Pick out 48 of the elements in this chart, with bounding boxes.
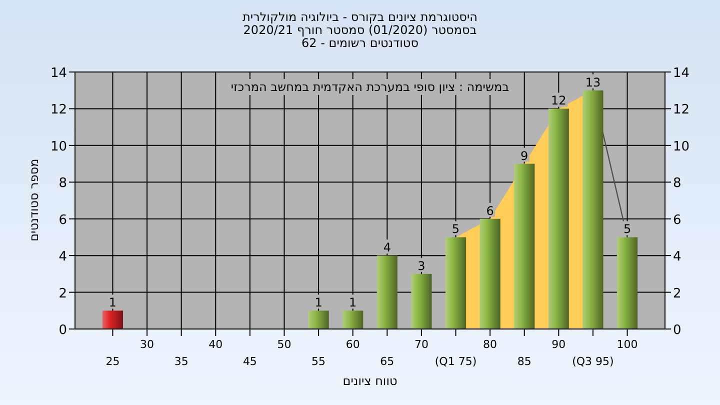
y2-tick-label: 12 — [673, 102, 690, 118]
x-axis-title: טווח ציונים — [342, 374, 398, 388]
data-label: 12 — [551, 94, 566, 108]
data-label: 13 — [585, 75, 601, 90]
y2-tick-label: 0 — [673, 323, 682, 338]
y2-tick-label: 6 — [673, 212, 682, 228]
y-tick-label: 2 — [58, 286, 67, 302]
data-label: 3 — [418, 258, 426, 273]
y-tick-label: 10 — [50, 139, 67, 154]
data-label: 1 — [349, 296, 357, 310]
y-tick-label: 14 — [50, 66, 67, 81]
x-tick-label: 90 — [552, 338, 566, 351]
chart-subtitle: בסמסטר (01/2020) סמסטר חורף 2020/21 סטודנטים רשומים - 62 — [243, 23, 477, 50]
data-label: 5 — [623, 222, 632, 236]
x-tick-label: 30 — [140, 338, 154, 351]
x-tick-label: 70 — [414, 338, 428, 351]
data-label: 5 — [452, 222, 460, 236]
y-tick-label: 0 — [58, 323, 67, 338]
x-tick-label: 85 — [517, 355, 532, 368]
y2-tick-label: 2 — [673, 286, 682, 302]
x-tick-label: (Q3 95) — [572, 355, 614, 368]
data-label: 4 — [383, 240, 391, 255]
chart-title: היסטוגרמת ציונים בקורס - ביולוגיה מולקולרית — [242, 10, 478, 24]
y2-tick-label: 8 — [673, 176, 682, 192]
x-tick-label: 25 — [106, 355, 120, 368]
y2-tick-label: 14 — [673, 66, 690, 81]
x-tick-label: 35 — [174, 355, 188, 368]
x-tick-label: 40 — [208, 338, 223, 351]
x-tick-label: 45 — [242, 355, 257, 368]
x-tick-label: 80 — [483, 338, 498, 351]
data-label: 6 — [486, 204, 494, 218]
data-label: 1 — [314, 296, 322, 310]
y-tick-label: 8 — [58, 176, 67, 192]
x-tick-label: 100 — [616, 338, 638, 351]
x-tick-label: 65 — [380, 355, 394, 368]
y2-tick-label: 4 — [673, 250, 682, 265]
x-tick-label: 60 — [346, 338, 360, 351]
data-label: 1 — [108, 296, 117, 310]
data-label: 9 — [520, 148, 528, 163]
annotation: במשימה : ציון סופי במערכת האקדמית במחשב המרכזי — [230, 80, 510, 94]
x-tick-label: 55 — [312, 355, 326, 368]
x-tick-label: (Q1 75) — [434, 355, 477, 368]
y2-tick-label: 10 — [673, 139, 690, 154]
y-tick-label: 6 — [58, 212, 67, 228]
y-axis-title: מספר סטודנטים — [27, 158, 41, 242]
y-tick-label: 4 — [58, 250, 67, 265]
x-tick-label: 50 — [277, 338, 292, 351]
y-tick-label: 12 — [50, 102, 67, 118]
